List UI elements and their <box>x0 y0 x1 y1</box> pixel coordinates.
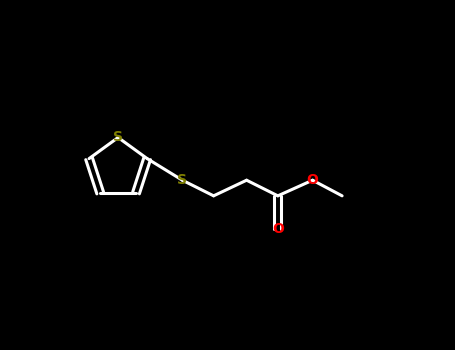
Text: O: O <box>307 173 318 187</box>
Text: S: S <box>113 131 123 145</box>
Text: O: O <box>272 222 284 236</box>
Text: S: S <box>177 173 187 187</box>
